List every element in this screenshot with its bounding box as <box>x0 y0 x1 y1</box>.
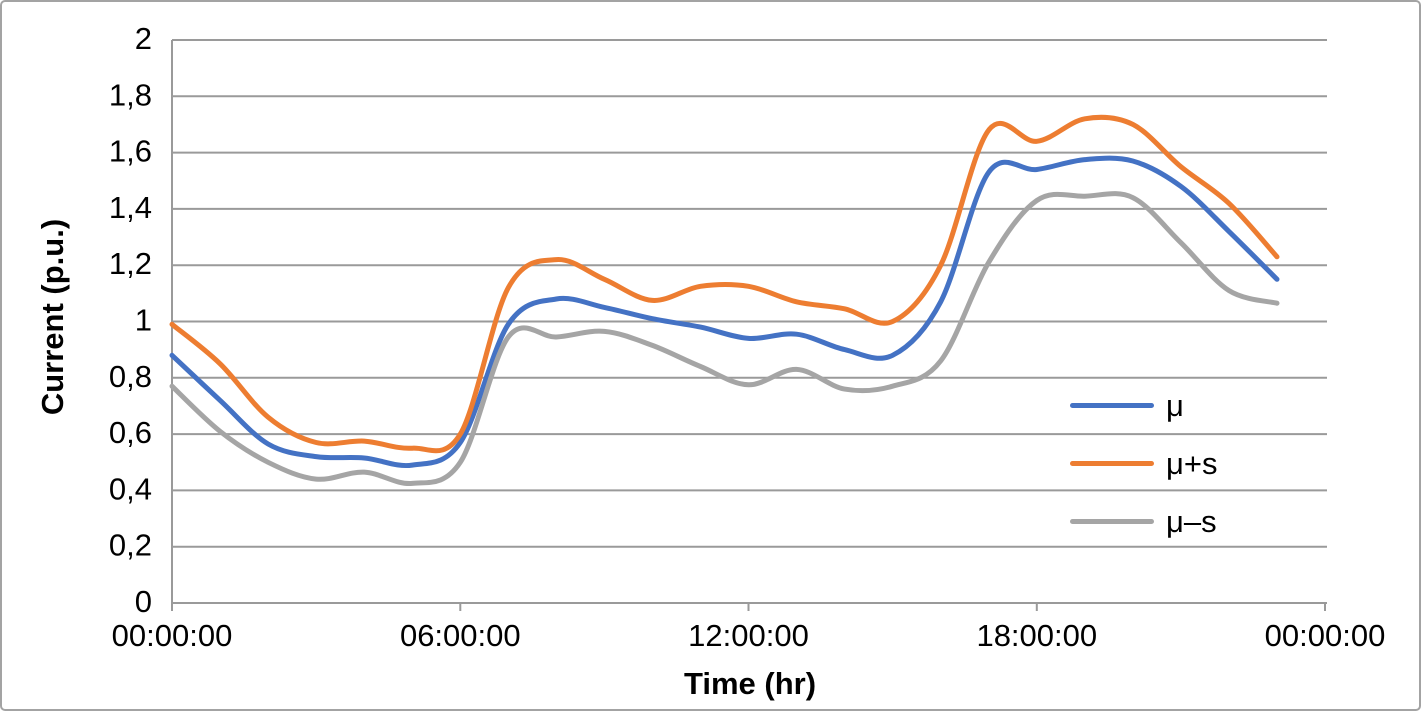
legend-label-mu_plus_s: μ+s <box>1166 445 1218 481</box>
legend-line-sample-mu <box>1070 402 1154 408</box>
y-tick-label-0: 0 <box>135 584 152 619</box>
y-tick-label-3: 0,6 <box>109 415 152 450</box>
series-line-mu <box>169 155 1280 469</box>
x-tick-label-2: 12:00:00 <box>688 618 809 653</box>
legend-label-mu: μ <box>1166 387 1184 423</box>
y-tick-label-1: 0,2 <box>109 528 152 563</box>
x-tick-label-0: 00:00:00 <box>112 618 233 653</box>
legend-item-mu: μ <box>1070 376 1217 434</box>
y-tick-label-9: 1,8 <box>109 77 152 112</box>
y-tick-label-7: 1,4 <box>109 190 152 225</box>
y-tick-label-6: 1,2 <box>109 246 152 281</box>
y-tick-label-8: 1,6 <box>109 134 152 169</box>
legend-label-mu_minus_s: μ–s <box>1166 503 1217 539</box>
series-line-mu_plus_s <box>169 114 1280 454</box>
x-tick-label-4: 00:00:00 <box>1265 618 1386 653</box>
x-tick-label-1: 06:00:00 <box>400 618 521 653</box>
x-tick-label-3: 18:00:00 <box>976 618 1097 653</box>
y-tick-label-5: 1 <box>135 303 152 338</box>
y-axis-title: Current (p.u.) <box>35 218 70 416</box>
legend-line-sample-mu_plus_s <box>1070 460 1154 466</box>
x-axis-title: Time (hr) <box>683 666 817 701</box>
legend: μ μ+s μ–s <box>1070 376 1217 550</box>
y-tick-label-2: 0,4 <box>109 471 152 506</box>
y-tick-label-4: 0,8 <box>109 359 152 394</box>
legend-item-mu_plus_s: μ+s <box>1070 434 1217 492</box>
legend-line-sample-mu_minus_s <box>1070 518 1154 524</box>
series-line-mu_minus_s <box>169 191 1280 486</box>
legend-item-mu_minus_s: μ–s <box>1070 492 1217 550</box>
y-tick-label-10: 2 <box>135 21 152 56</box>
